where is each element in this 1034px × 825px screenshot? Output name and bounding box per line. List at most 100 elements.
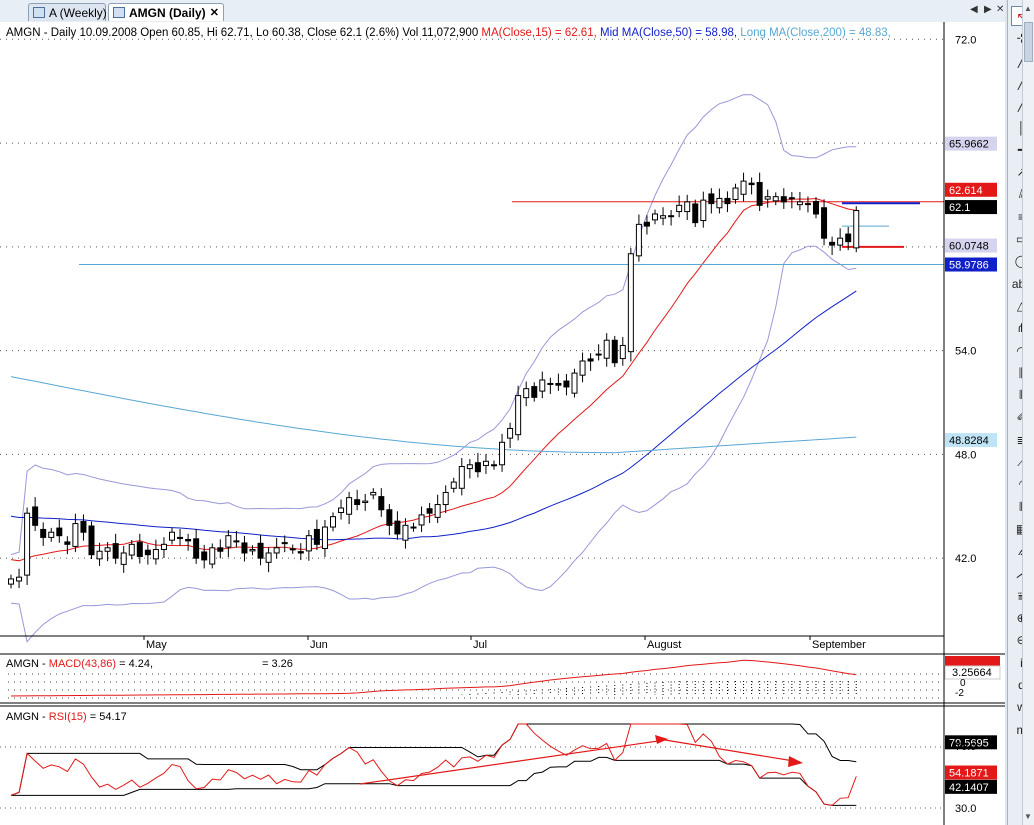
- arc-icon[interactable]: ◠: [1011, 341, 1032, 361]
- candle: [40, 522, 47, 546]
- candle: [627, 248, 634, 362]
- candle: [209, 543, 216, 569]
- macd-tick-minus2: -2: [955, 688, 964, 699]
- price-badge-label: 58.9786: [949, 260, 989, 272]
- candle: [619, 336, 626, 366]
- ray-icon[interactable]: ╱: [1011, 73, 1032, 93]
- candle: [780, 188, 787, 209]
- vertical-line-icon[interactable]: │: [1011, 118, 1032, 138]
- price-badge: [945, 136, 997, 151]
- candle: [579, 352, 586, 383]
- candle: [660, 207, 667, 226]
- parallel-lines-icon[interactable]: ⫽: [1011, 184, 1032, 204]
- candle: [635, 214, 642, 262]
- line-icon[interactable]: ╱: [1011, 51, 1032, 71]
- candle: [136, 533, 143, 564]
- candle: [716, 188, 723, 214]
- candle: [788, 192, 795, 209]
- candle: [611, 335, 618, 368]
- candle: [362, 494, 369, 511]
- andrews-icon[interactable]: ⩸: [1011, 586, 1032, 606]
- candle: [160, 537, 167, 558]
- scroll-down-icon[interactable]: ▼: [1024, 812, 1032, 821]
- candle: [595, 344, 602, 361]
- candle: [708, 188, 715, 214]
- scroll-up-icon[interactable]: ▲: [1024, 4, 1032, 13]
- scroll-right-icon[interactable]: ▶: [984, 4, 992, 15]
- candle: [555, 373, 562, 391]
- candle: [152, 539, 159, 565]
- fib-retracement-icon[interactable]: ≣: [1011, 430, 1032, 450]
- price-badge: [945, 200, 997, 215]
- candle: [321, 519, 328, 557]
- candle: [684, 194, 691, 221]
- price-chart[interactable]: AMGN - Daily 10.09.2008 Open 60.85, Hi 6…: [0, 22, 1005, 825]
- price-badge: [945, 433, 997, 448]
- candle: [756, 172, 763, 212]
- scroll-left-icon[interactable]: ◀: [970, 4, 978, 15]
- candle: [80, 514, 87, 541]
- candle: [144, 544, 151, 565]
- arrow-line-icon[interactable]: ↗: [1011, 162, 1032, 182]
- pitchfork-icon[interactable]: ⋔: [1011, 318, 1032, 338]
- candle: [88, 521, 95, 560]
- marker-icon[interactable]: ✐: [1011, 407, 1032, 427]
- candle: [571, 368, 578, 398]
- macd-label: AMGN - MACD(43,86) = 4.24,: [6, 658, 153, 670]
- candle: [523, 381, 530, 407]
- month-label: September: [812, 639, 866, 651]
- cycle-lines-icon[interactable]: ⫼: [1011, 363, 1032, 383]
- candle: [24, 507, 31, 585]
- zoom-in-icon[interactable]: ⊕: [1011, 608, 1032, 628]
- weekly-icon[interactable]: w: [1011, 697, 1032, 717]
- daily-icon[interactable]: d: [1011, 675, 1032, 695]
- candle: [217, 539, 224, 559]
- arrow-head: [655, 735, 668, 744]
- candle: [104, 542, 111, 562]
- candle: [265, 547, 272, 573]
- crosshair-icon[interactable]: ⊹: [1011, 28, 1032, 48]
- candle: [297, 543, 304, 561]
- vertical-scrollbar[interactable]: ▲ ▼: [1022, 0, 1034, 825]
- gann-icon[interactable]: ⫴: [1011, 385, 1032, 405]
- fibonacci-icon[interactable]: ≡: [1011, 207, 1032, 227]
- candle: [169, 527, 175, 545]
- extended-line-icon[interactable]: ╱: [1011, 95, 1032, 115]
- close-chart-icon[interactable]: ✕: [996, 4, 1005, 15]
- tab-a-weekly[interactable]: A (Weekly): [28, 3, 107, 21]
- lower-band: [10, 245, 857, 643]
- scrollbar-thumb[interactable]: [1024, 22, 1033, 62]
- zoom-out-icon[interactable]: ⊖: [1011, 630, 1032, 650]
- fib-arcs-icon[interactable]: ◜: [1011, 474, 1032, 494]
- candle: [128, 540, 135, 560]
- grid-icon[interactable]: ▦: [1011, 519, 1032, 539]
- candle: [442, 485, 449, 514]
- close-icon[interactable]: ✕: [209, 7, 219, 19]
- candle: [225, 529, 232, 557]
- horizontal-line-icon[interactable]: ━: [1011, 140, 1032, 160]
- candle: [249, 545, 256, 556]
- y-tick-label: 72.0: [955, 34, 976, 46]
- fib-fan-icon[interactable]: ⟋: [1011, 452, 1032, 472]
- tab-amgn-daily[interactable]: AMGN (Daily) ✕: [108, 3, 224, 21]
- tab-bar: A (Weekly) AMGN (Daily) ✕ ◀ ▶ ✕: [0, 0, 1005, 23]
- rsi-tick-70: 70.0: [955, 741, 976, 753]
- arrow-head: [788, 756, 803, 767]
- info-icon[interactable]: i: [1011, 653, 1032, 673]
- candle: [354, 489, 361, 511]
- triangle-icon[interactable]: △: [1011, 296, 1032, 316]
- candle: [233, 531, 240, 548]
- candle: [772, 192, 779, 206]
- price-badge: [945, 182, 997, 197]
- candle: [305, 529, 312, 561]
- fib-timezones-icon[interactable]: ⦀: [1011, 497, 1032, 517]
- tab-label: AMGN (Daily): [129, 6, 206, 20]
- rectangle-icon[interactable]: ▭: [1011, 229, 1032, 249]
- candle: [692, 199, 699, 227]
- candle: [748, 177, 755, 195]
- gann-fan-icon[interactable]: ⟑: [1011, 541, 1032, 561]
- candle: [668, 210, 675, 226]
- chart-area[interactable]: AMGN - Daily 10.09.2008 Open 60.85, Hi 6…: [0, 22, 1005, 825]
- monthly-icon[interactable]: m: [1011, 720, 1032, 740]
- candle: [346, 491, 353, 525]
